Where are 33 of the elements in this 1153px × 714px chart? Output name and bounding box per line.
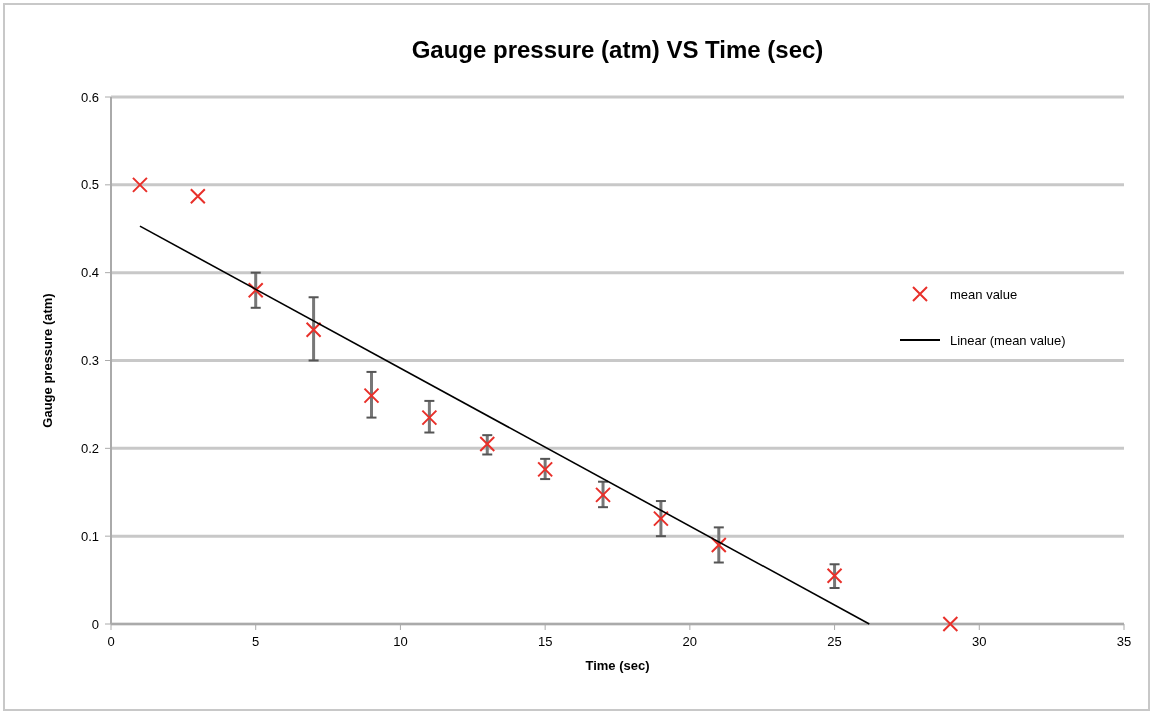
x-axis-title: Time (sec) <box>585 658 650 673</box>
point <box>363 387 380 404</box>
y-tick-label: 0.1 <box>80 528 99 544</box>
point <box>247 282 264 299</box>
y-tick-label: 0.5 <box>80 177 99 193</box>
point <box>479 435 496 452</box>
y-tick-label: 0.3 <box>80 353 99 369</box>
point <box>652 510 669 527</box>
y-tick-label: 0 <box>91 616 99 632</box>
x-tick-label: 25 <box>827 634 842 649</box>
chart-title: Gauge pressure (atm) VS Time (sec) <box>411 36 824 63</box>
point <box>189 188 206 205</box>
x-tick-label: 0 <box>107 634 115 649</box>
point <box>537 461 554 478</box>
y-tick-label: 0.6 <box>80 89 99 105</box>
point <box>305 321 322 338</box>
point <box>942 616 959 632</box>
point <box>421 409 438 426</box>
legend-label: mean value <box>950 286 1018 302</box>
x-tick-label: 15 <box>537 634 553 649</box>
point <box>131 176 148 193</box>
point <box>826 567 843 584</box>
x-tick-label: 30 <box>972 634 987 649</box>
x-tick-label: 20 <box>682 634 698 649</box>
point <box>595 486 612 503</box>
point <box>710 536 727 553</box>
x-tick-label: 35 <box>1116 634 1132 649</box>
y-tick-label: 0.4 <box>80 265 99 281</box>
x-tick-label: 5 <box>252 634 260 649</box>
y-tick-label: 0.2 <box>80 440 99 456</box>
y-axis-title: Gauge pressure (atm) <box>40 293 55 428</box>
legend-label: Linear (mean value) <box>950 332 1066 348</box>
x-tick-label: 10 <box>393 634 408 649</box>
